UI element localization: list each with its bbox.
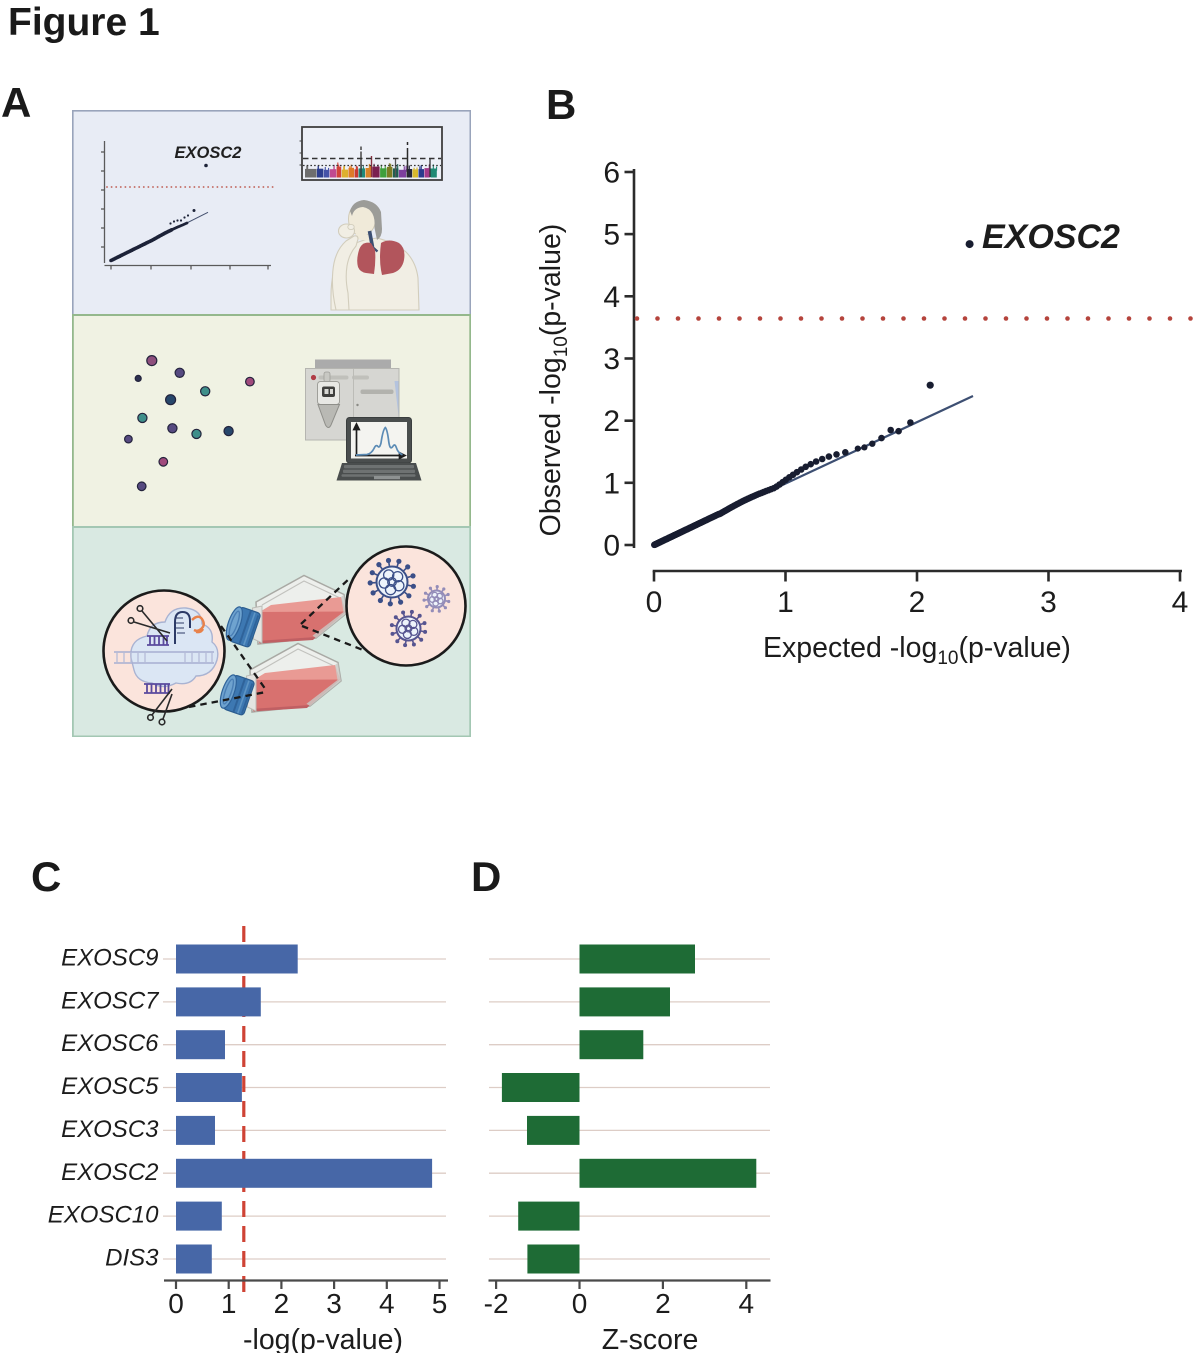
svg-text:DIS3: DIS3 (105, 1245, 159, 1272)
svg-text:EXOSC2: EXOSC2 (61, 1159, 158, 1186)
svg-text:EXOSC2: EXOSC2 (982, 218, 1120, 256)
svg-text:1: 1 (603, 467, 620, 500)
svg-text:EXOSC2: EXOSC2 (175, 144, 242, 162)
svg-text:3: 3 (1040, 586, 1057, 619)
svg-text:Observed -log10(p-value): Observed -log10(p-value) (535, 224, 572, 537)
svg-text:6: 6 (603, 157, 620, 190)
svg-text:0: 0 (168, 1288, 184, 1319)
svg-text:Expected -log10(p-value): Expected -log10(p-value) (763, 632, 1071, 669)
svg-text:Z-score: Z-score (602, 1324, 699, 1353)
svg-text:5: 5 (432, 1288, 448, 1319)
svg-text:3: 3 (603, 343, 620, 376)
svg-text:EXOSC3: EXOSC3 (61, 1116, 159, 1143)
svg-text:2: 2 (603, 405, 620, 438)
svg-text:EXOSC10: EXOSC10 (48, 1202, 159, 1229)
svg-text:1: 1 (777, 586, 794, 619)
svg-text:2: 2 (909, 586, 926, 619)
svg-text:0: 0 (572, 1288, 588, 1319)
svg-text:4: 4 (739, 1288, 755, 1319)
svg-text:2: 2 (655, 1288, 671, 1319)
svg-text:4: 4 (1172, 586, 1189, 619)
svg-text:EXOSC7: EXOSC7 (61, 987, 160, 1014)
svg-text:1: 1 (221, 1288, 237, 1319)
svg-text:-log(p-value): -log(p-value) (243, 1324, 403, 1353)
svg-text:-2: -2 (484, 1288, 509, 1319)
svg-text:2: 2 (274, 1288, 290, 1319)
svg-text:4: 4 (379, 1288, 395, 1319)
svg-text:EXOSC6: EXOSC6 (61, 1030, 159, 1057)
svg-text:4: 4 (603, 281, 620, 314)
svg-text:5: 5 (603, 219, 620, 252)
svg-text:EXOSC9: EXOSC9 (61, 945, 158, 972)
svg-text:3: 3 (326, 1288, 342, 1319)
svg-text:0: 0 (646, 586, 663, 619)
svg-text:EXOSC5: EXOSC5 (61, 1073, 159, 1100)
svg-text:0: 0 (603, 530, 620, 563)
